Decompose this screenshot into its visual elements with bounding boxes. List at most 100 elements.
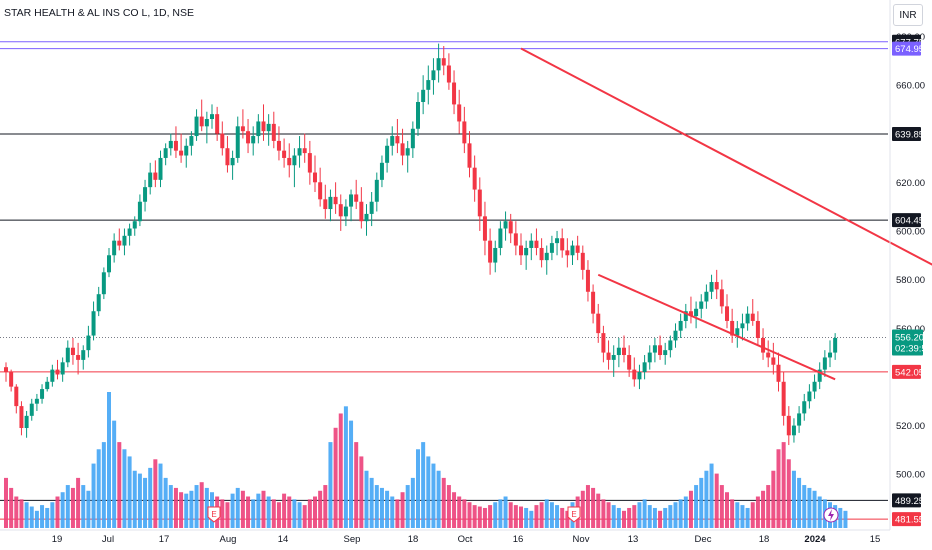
candle bbox=[45, 376, 50, 392]
candle bbox=[143, 179, 148, 212]
volume-bar bbox=[714, 473, 719, 528]
volume-bar bbox=[565, 510, 570, 528]
trendlines[interactable] bbox=[520, 47, 932, 408]
volume-bar bbox=[632, 505, 637, 528]
time-tick-label: Sep bbox=[344, 534, 361, 545]
volume-bar bbox=[86, 490, 91, 528]
trendline-0[interactable] bbox=[520, 47, 932, 408]
volume-bar bbox=[328, 442, 333, 528]
candle bbox=[251, 126, 256, 156]
time-tick-label: 16 bbox=[513, 534, 524, 545]
volume-bar bbox=[596, 493, 601, 528]
candle bbox=[493, 240, 498, 273]
volume-bar bbox=[719, 485, 724, 528]
price-tags: 677.75674.95639.85604.45542.05489.25481.… bbox=[892, 34, 924, 527]
svg-text:674.95: 674.95 bbox=[895, 44, 924, 55]
candle bbox=[276, 126, 281, 161]
candle bbox=[585, 260, 590, 302]
candle bbox=[740, 313, 745, 341]
volume-bar bbox=[122, 449, 127, 528]
volume-bar bbox=[385, 490, 390, 528]
time-tick-label: Dec bbox=[695, 534, 712, 545]
volume-bar bbox=[40, 505, 45, 528]
candle bbox=[565, 238, 570, 268]
candle bbox=[173, 126, 178, 158]
volume-bar bbox=[194, 485, 199, 528]
candle bbox=[328, 189, 333, 222]
volume-bar bbox=[374, 485, 379, 528]
candle bbox=[601, 325, 606, 363]
volume-bar bbox=[776, 449, 781, 528]
trendline-1[interactable] bbox=[597, 273, 836, 381]
candle bbox=[709, 274, 714, 300]
price-tag: 604.45 bbox=[892, 213, 924, 228]
candle bbox=[606, 340, 611, 370]
candle bbox=[467, 131, 472, 178]
candle bbox=[287, 143, 292, 178]
candle bbox=[436, 43, 441, 83]
currency-selector[interactable]: INR bbox=[893, 4, 923, 26]
earnings-marker-icon[interactable]: E bbox=[207, 506, 221, 523]
candle bbox=[50, 364, 55, 387]
candle bbox=[354, 179, 359, 210]
price-axis[interactable]: 680.00660.00620.00600.00580.00560.00520.… bbox=[896, 32, 925, 481]
candle bbox=[761, 328, 766, 360]
volume-bar bbox=[585, 485, 590, 528]
candle bbox=[14, 384, 19, 414]
candle bbox=[652, 337, 657, 363]
volume-bar bbox=[534, 505, 539, 528]
candle bbox=[333, 182, 338, 214]
time-axis[interactable]: 19 Jul 17 Aug 14 Sep 18 Oct 16 Nov 13 Dec 18 2024 15 bbox=[52, 534, 881, 545]
candle bbox=[503, 211, 508, 241]
time-tick-label: Aug bbox=[220, 534, 237, 545]
candle bbox=[714, 269, 719, 300]
price-tag: 481.55 bbox=[892, 512, 924, 527]
volume-bar bbox=[421, 442, 426, 528]
candle bbox=[544, 245, 549, 275]
earnings-marker-icon[interactable]: E bbox=[567, 506, 581, 523]
svg-text:481.55: 481.55 bbox=[895, 515, 924, 526]
volume-bar bbox=[730, 499, 735, 528]
volume-bar bbox=[750, 502, 755, 528]
volume-bar bbox=[153, 459, 158, 528]
candle bbox=[441, 46, 446, 76]
volume-bar bbox=[544, 499, 549, 528]
volume-bar bbox=[549, 502, 554, 528]
volume-bar bbox=[797, 477, 802, 528]
volume-bar bbox=[416, 449, 420, 528]
volume-bar bbox=[627, 507, 632, 528]
volume-bar bbox=[390, 496, 395, 528]
volume-bar bbox=[431, 463, 436, 528]
time-tick-label: 14 bbox=[278, 534, 289, 545]
volume-bar bbox=[740, 505, 745, 528]
candle bbox=[158, 150, 163, 188]
time-tick-label: 18 bbox=[759, 534, 770, 545]
candle bbox=[256, 114, 261, 144]
volume-bar bbox=[467, 502, 472, 528]
volume-bar bbox=[642, 499, 647, 528]
lightning-icon[interactable] bbox=[823, 507, 839, 523]
volume-bar bbox=[55, 496, 60, 528]
candle bbox=[210, 104, 214, 129]
candle bbox=[189, 131, 194, 156]
candle bbox=[539, 238, 544, 268]
candle bbox=[91, 301, 96, 341]
time-tick-label: 13 bbox=[628, 534, 639, 545]
volume-bar bbox=[786, 459, 791, 528]
volume-bar bbox=[4, 477, 8, 528]
svg-text:542.05: 542.05 bbox=[895, 367, 924, 378]
volume-bar bbox=[251, 499, 256, 528]
candle bbox=[379, 155, 384, 188]
volume-bar bbox=[266, 496, 271, 528]
candle bbox=[575, 235, 580, 261]
candle bbox=[60, 357, 65, 382]
candle bbox=[668, 335, 673, 358]
price-tick-label: 520.00 bbox=[896, 421, 925, 432]
volume-bar bbox=[637, 502, 642, 528]
volume-bar bbox=[616, 507, 621, 528]
candle bbox=[647, 345, 652, 370]
volume-bar bbox=[663, 507, 668, 528]
